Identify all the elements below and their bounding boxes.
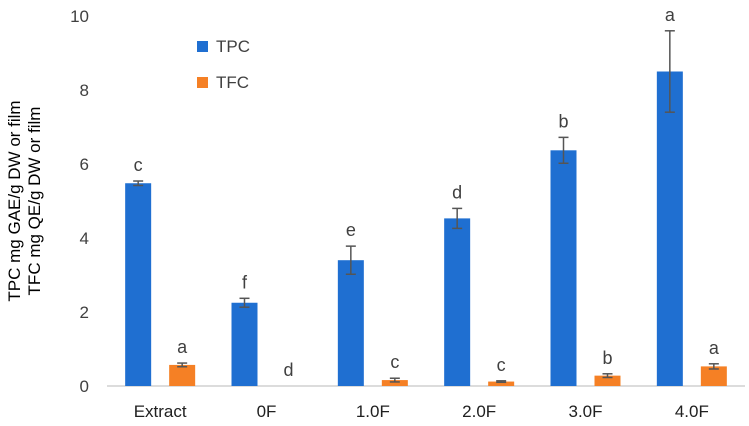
x-tick-label: 0F [257,402,277,421]
bar-tfc [488,381,515,386]
legend-label: TPC [216,37,250,56]
error-bar [389,377,400,383]
significance-label: b [558,111,568,131]
bar-tfc [381,380,408,386]
error-bar [239,297,250,308]
significance-label: f [242,272,248,292]
significance-label: c [390,352,399,372]
bar-tpc [656,71,683,386]
error-bar [452,207,463,230]
error-bar [558,136,569,165]
x-tick-label: 2.0F [462,402,496,421]
bar-tpc [550,150,577,386]
bar-tpc [444,218,471,386]
bar-tfc [594,375,621,386]
bar-tfc [700,366,727,386]
y-tick-label: 6 [80,155,89,174]
x-tick-label: 4.0F [675,402,709,421]
significance-label: d [452,182,462,202]
significance-label: a [177,337,188,357]
significance-label: e [346,220,356,240]
legend-label: TFC [216,73,249,92]
y-tick-label: 8 [80,81,89,100]
significance-label: c [497,355,506,375]
legend-swatch [197,41,208,52]
y-axis-ticks: 0 2 4 6 8 10 [70,7,89,396]
bars [125,71,727,386]
bar-tfc [169,364,196,386]
y-axis-label-line: TFC mg QE/g DW or film [25,107,44,296]
y-tick-label: 0 [80,377,89,396]
significance-label: c [134,155,143,175]
bar-tpc [231,302,258,386]
significance-label: a [665,5,676,25]
legend-swatch [197,77,208,88]
significance-labels: c a f d e c d c b b a a [134,5,720,380]
error-bar [496,380,507,384]
y-axis-label-line: TPC mg GAE/g DW or film [5,100,24,301]
significance-label: b [602,348,612,368]
error-bar [345,245,356,276]
error-bar [177,362,188,368]
error-bar [708,363,719,370]
bar-tpc [125,183,152,386]
legend: TPC TFC [197,37,250,92]
y-tick-label: 2 [80,303,89,322]
bar-tpc [337,260,364,386]
error-bar [602,373,613,379]
error-bar [664,30,675,113]
y-tick-label: 10 [70,7,89,26]
x-tick-label: 3.0F [568,402,602,421]
error-bars [133,30,719,384]
error-bar [133,180,144,187]
x-tick-label: Extract [134,402,187,421]
x-tick-label: 1.0F [356,402,390,421]
category-labels: Extract 0F 1.0F 2.0F 3.0F 4.0F [134,402,709,421]
y-tick-label: 4 [80,229,89,248]
significance-label: a [709,338,720,358]
y-axis-label: TPC mg GAE/g DW or film TFC mg QE/g DW or… [5,100,44,301]
significance-label: d [283,360,293,380]
